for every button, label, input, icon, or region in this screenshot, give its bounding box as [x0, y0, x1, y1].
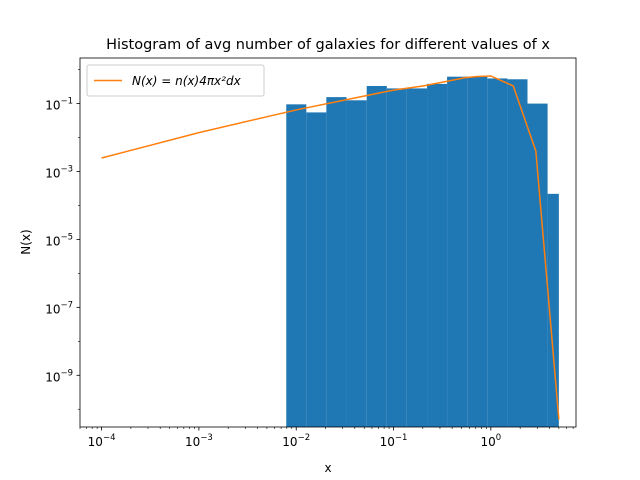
- y-tick-label: 10−1: [45, 97, 73, 113]
- x-tick-label: 100: [480, 433, 501, 449]
- histogram-bar-9: [467, 76, 488, 427]
- legend-label: N(x) = n(x)4πx²dx: [132, 74, 242, 88]
- histogram-bars: [286, 76, 559, 428]
- y-tick-label: 10−9: [45, 368, 73, 384]
- histogram-bar-7: [427, 83, 448, 427]
- histogram-bar-13: [547, 193, 559, 427]
- plot-frame: [79, 57, 577, 428]
- histogram-bar-12: [527, 103, 548, 427]
- y-tick-label: 10−5: [45, 232, 73, 248]
- x-axis-label: x: [324, 461, 331, 475]
- histogram-bar-3: [346, 100, 367, 427]
- y-axis-ticks: 10−9 10−7 10−5 10−3 10−1: [45, 69, 80, 410]
- histogram-bar-11: [507, 79, 528, 428]
- legend: N(x) = n(x)4πx²dx: [86, 64, 265, 97]
- histogram-bar-5: [386, 88, 407, 428]
- chart-title: Histogram of avg number of galaxies for …: [106, 37, 550, 53]
- histogram-bar-10: [487, 78, 508, 428]
- x-tick-label: 10−1: [380, 433, 408, 449]
- x-tick-label: 10−2: [282, 433, 310, 449]
- histogram-bar-1: [306, 112, 327, 427]
- x-tick-label: 10−3: [185, 433, 213, 449]
- histogram-bar-0: [286, 104, 307, 427]
- histogram-bar-2: [326, 97, 347, 428]
- histogram-bar-8: [447, 76, 468, 427]
- y-tick-label: 10−3: [45, 165, 73, 181]
- y-axis-label: N(x): [19, 229, 33, 254]
- legend-box: [86, 64, 265, 97]
- x-axis-ticks: 10−4 10−3 10−2 10−1 100: [79, 427, 574, 449]
- y-tick-label: 10−7: [45, 300, 73, 316]
- x-tick-label: 10−4: [88, 433, 116, 449]
- histogram-bar-4: [366, 85, 387, 428]
- series-line-0: [101, 75, 560, 420]
- line-series: [101, 75, 560, 420]
- histogram-bar-6: [406, 88, 428, 428]
